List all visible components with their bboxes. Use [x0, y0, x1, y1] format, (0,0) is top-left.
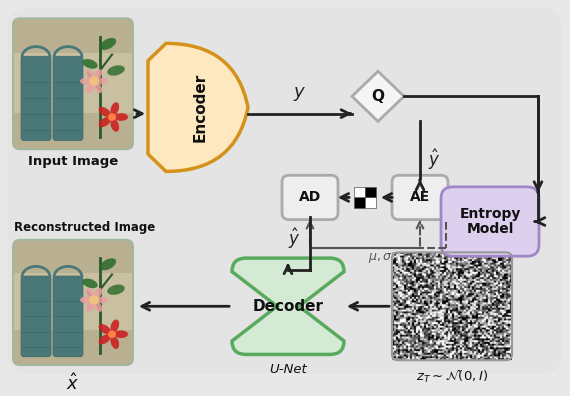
Ellipse shape	[100, 258, 116, 270]
Circle shape	[108, 330, 116, 338]
Ellipse shape	[99, 107, 111, 117]
Ellipse shape	[111, 336, 119, 349]
Ellipse shape	[96, 78, 108, 84]
Circle shape	[89, 295, 99, 305]
Ellipse shape	[111, 102, 119, 115]
Ellipse shape	[93, 301, 102, 312]
Ellipse shape	[107, 285, 125, 295]
Text: $\hat{x}$: $\hat{x}$	[66, 374, 80, 394]
Ellipse shape	[114, 330, 128, 338]
Ellipse shape	[86, 69, 94, 80]
FancyBboxPatch shape	[282, 175, 338, 220]
FancyBboxPatch shape	[14, 19, 132, 148]
Text: $\hat{y}$: $\hat{y}$	[287, 226, 300, 251]
Text: Model: Model	[466, 222, 514, 236]
Text: $\mu, \sigma$: $\mu, \sigma$	[368, 251, 392, 265]
Circle shape	[108, 113, 116, 121]
Ellipse shape	[111, 320, 119, 333]
Ellipse shape	[80, 297, 92, 303]
Bar	[365, 187, 376, 198]
Ellipse shape	[82, 278, 97, 288]
Ellipse shape	[86, 301, 94, 312]
PathPatch shape	[148, 43, 248, 171]
Ellipse shape	[93, 288, 102, 299]
FancyBboxPatch shape	[441, 187, 539, 256]
Text: Entropy: Entropy	[459, 207, 520, 221]
FancyBboxPatch shape	[392, 175, 448, 220]
PathPatch shape	[232, 258, 344, 354]
Ellipse shape	[82, 59, 97, 69]
FancyBboxPatch shape	[12, 239, 134, 366]
Text: Encoder: Encoder	[193, 73, 207, 142]
Ellipse shape	[99, 334, 111, 345]
Bar	[365, 198, 376, 208]
Text: $z_T \sim \mathcal{N}(0, I)$: $z_T \sim \mathcal{N}(0, I)$	[416, 368, 488, 385]
FancyBboxPatch shape	[21, 56, 51, 141]
Bar	[354, 198, 365, 208]
Bar	[14, 273, 132, 330]
Text: $\hat{y}$: $\hat{y}$	[428, 147, 441, 172]
Bar	[14, 53, 132, 113]
Text: Reconstructed Image: Reconstructed Image	[14, 221, 155, 234]
Ellipse shape	[107, 65, 125, 76]
Text: Decoder: Decoder	[253, 299, 324, 314]
FancyBboxPatch shape	[8, 8, 562, 374]
Ellipse shape	[93, 69, 102, 80]
Ellipse shape	[96, 297, 108, 303]
Text: $y$: $y$	[294, 85, 307, 103]
Ellipse shape	[86, 82, 94, 93]
Text: AE: AE	[410, 190, 430, 204]
Ellipse shape	[111, 119, 119, 132]
Text: U-Net: U-Net	[269, 364, 307, 376]
Ellipse shape	[93, 82, 102, 93]
Text: Input Image: Input Image	[28, 155, 118, 168]
FancyBboxPatch shape	[14, 241, 132, 364]
Ellipse shape	[114, 113, 128, 121]
Ellipse shape	[80, 78, 92, 84]
Circle shape	[89, 76, 99, 86]
Ellipse shape	[86, 288, 94, 299]
Bar	[354, 187, 365, 198]
FancyBboxPatch shape	[53, 276, 83, 357]
FancyBboxPatch shape	[53, 56, 83, 141]
FancyBboxPatch shape	[21, 276, 51, 357]
FancyBboxPatch shape	[12, 17, 134, 150]
Text: AD: AD	[299, 190, 321, 204]
Ellipse shape	[100, 38, 116, 50]
Polygon shape	[352, 71, 404, 121]
Ellipse shape	[99, 117, 111, 127]
Text: Q: Q	[372, 89, 385, 104]
Ellipse shape	[99, 324, 111, 334]
